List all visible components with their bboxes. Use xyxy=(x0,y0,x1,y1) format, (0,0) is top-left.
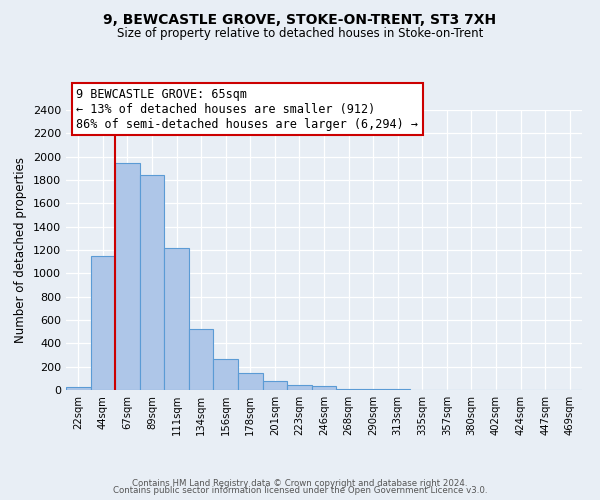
Bar xyxy=(214,359,238,390)
Text: Contains public sector information licensed under the Open Government Licence v3: Contains public sector information licen… xyxy=(113,486,487,495)
Y-axis label: Number of detached properties: Number of detached properties xyxy=(14,157,28,343)
Bar xyxy=(287,385,312,390)
Bar xyxy=(336,389,361,390)
Bar xyxy=(164,248,189,390)
Text: 9 BEWCASTLE GROVE: 65sqm
← 13% of detached houses are smaller (912)
86% of semi-: 9 BEWCASTLE GROVE: 65sqm ← 13% of detach… xyxy=(76,88,418,130)
Bar xyxy=(140,176,164,390)
Bar xyxy=(115,162,140,390)
Bar xyxy=(312,386,336,390)
Bar xyxy=(263,380,287,390)
Bar xyxy=(189,330,214,390)
Text: Contains HM Land Registry data © Crown copyright and database right 2024.: Contains HM Land Registry data © Crown c… xyxy=(132,478,468,488)
Bar xyxy=(66,387,91,390)
Bar xyxy=(91,256,115,390)
Text: 9, BEWCASTLE GROVE, STOKE-ON-TRENT, ST3 7XH: 9, BEWCASTLE GROVE, STOKE-ON-TRENT, ST3 … xyxy=(103,12,497,26)
Bar xyxy=(361,389,385,390)
Bar xyxy=(238,372,263,390)
Text: Size of property relative to detached houses in Stoke-on-Trent: Size of property relative to detached ho… xyxy=(117,28,483,40)
